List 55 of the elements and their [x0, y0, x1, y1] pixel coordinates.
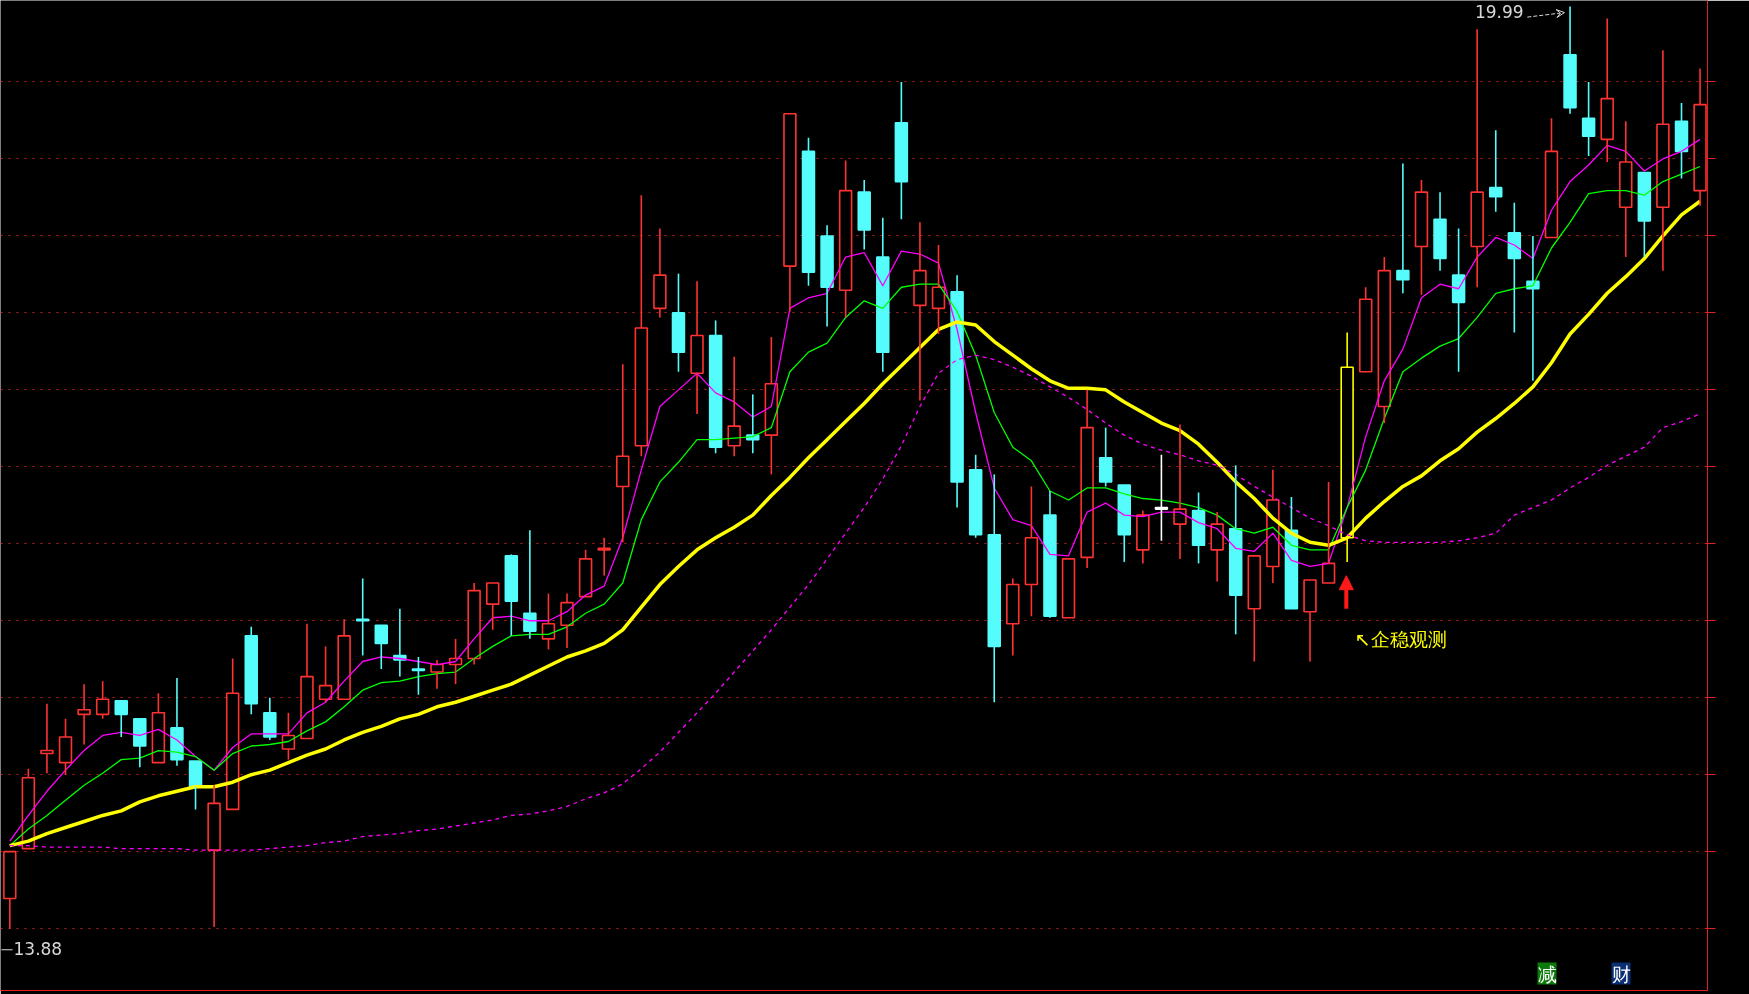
- candlestick: [1470, 28, 1484, 289]
- candlestick: [523, 529, 537, 640]
- candlestick: [1340, 331, 1354, 563]
- candlestick: [1024, 485, 1039, 618]
- candlestick: [1507, 201, 1522, 334]
- candlestick: [1154, 453, 1169, 542]
- candlestick: [1656, 49, 1670, 272]
- candlestick: [1674, 102, 1689, 180]
- annotation: ↖企稳观测: [1354, 628, 1447, 651]
- candlestick: [355, 577, 370, 657]
- candlestick: [263, 696, 277, 741]
- annotation: 19.99: [1474, 1, 1524, 22]
- candlestick: [467, 582, 481, 666]
- candlestick: [170, 677, 184, 767]
- candlestick: [560, 592, 574, 649]
- candlestick: [597, 536, 611, 577]
- candlestick: [876, 217, 890, 373]
- candlestick: [1489, 129, 1503, 213]
- candlestick: [913, 221, 927, 402]
- candlestick: [820, 224, 834, 328]
- candlestick: [1600, 17, 1614, 163]
- candlestick: [1619, 120, 1633, 258]
- candlestick: [690, 280, 704, 415]
- candlestick: [1526, 235, 1540, 382]
- candlestick: [1210, 511, 1224, 583]
- candlestick: [727, 355, 741, 458]
- candlestick: [1396, 162, 1410, 295]
- candlestick: [653, 227, 667, 319]
- candlestick: [931, 244, 946, 335]
- candlestick: [616, 363, 630, 544]
- candlestick: [77, 683, 91, 746]
- candlestick: [1173, 423, 1187, 560]
- candlestick: [430, 659, 444, 690]
- candlestick: [838, 159, 853, 319]
- candlestick: [244, 626, 258, 716]
- candlestick: [1433, 191, 1447, 272]
- candlestick: [1080, 389, 1094, 569]
- candlestick: [894, 81, 909, 221]
- candlestick: [504, 553, 519, 637]
- candlestick: [1451, 227, 1466, 373]
- candlestick: [207, 784, 221, 928]
- candlestick: [1043, 490, 1057, 619]
- annotation: 财: [1611, 962, 1631, 985]
- candlestick: [857, 179, 871, 251]
- candlestick: [950, 274, 964, 509]
- candlestick: [1191, 491, 1206, 565]
- candlestick: [1581, 81, 1596, 157]
- annotation: 减: [1537, 962, 1557, 985]
- candlestick: [671, 272, 686, 373]
- candlestick: [40, 702, 54, 774]
- candlestick: [1136, 509, 1150, 565]
- annotation: 13.88: [13, 939, 63, 960]
- candlestick: [1228, 464, 1243, 636]
- candlestick: [1006, 577, 1020, 657]
- candlestick: [987, 473, 1001, 704]
